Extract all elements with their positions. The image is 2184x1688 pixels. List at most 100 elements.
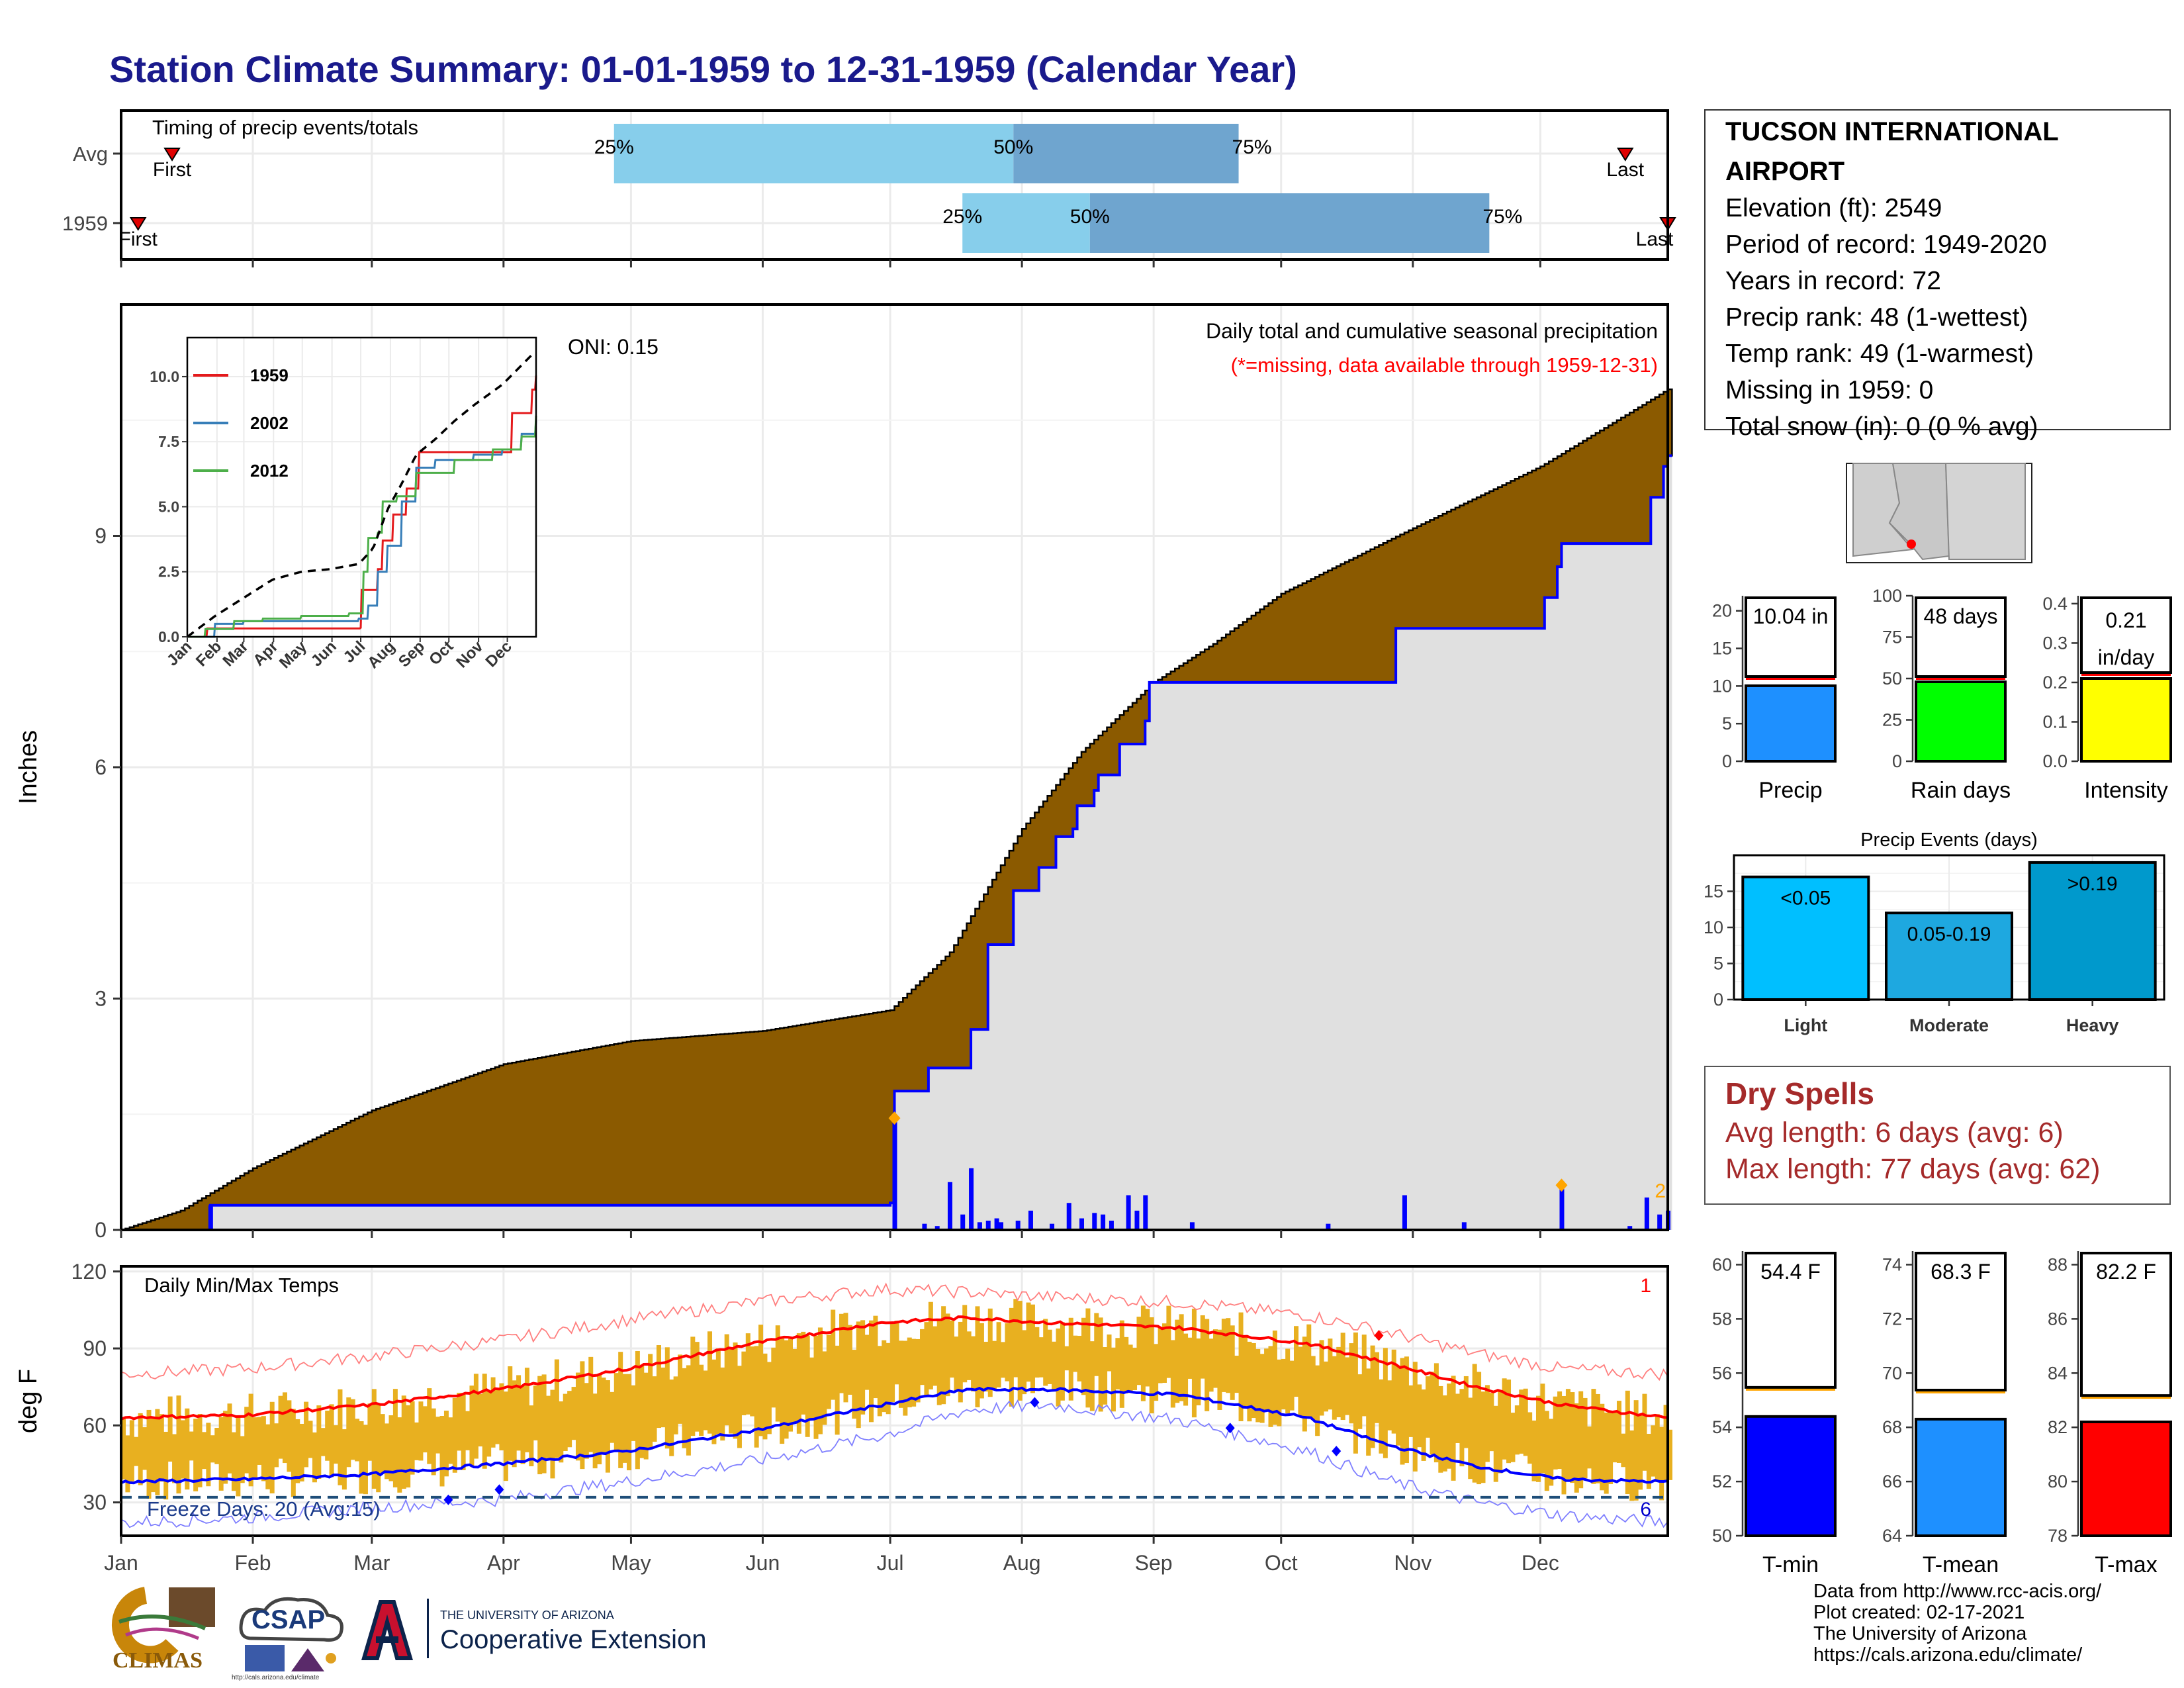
precip-events-category-label: Moderate (1909, 1015, 1989, 1035)
daily-temp-bar (1017, 1301, 1023, 1401)
daily-temp-bar (172, 1434, 177, 1483)
daily-temp-bar (1277, 1359, 1282, 1427)
daily-temp-bar (197, 1414, 203, 1487)
daily-temp-bar (1154, 1344, 1159, 1401)
daily-temp-bar (1540, 1383, 1545, 1474)
daily-temp-bar (1659, 1427, 1664, 1501)
daily-temp-bar (1196, 1338, 1201, 1405)
mini-ytick-label: 0.1 (2042, 712, 2068, 731)
csap-logo-url: http://cals.arizona.edu/climate (232, 1674, 320, 1681)
daily-temp-bar (750, 1346, 755, 1417)
mini-ytick-label: 78 (2048, 1526, 2068, 1546)
daily-temp-bar (1489, 1393, 1494, 1452)
daily-temp-bar (1140, 1305, 1146, 1401)
daily-temp-bar (363, 1425, 368, 1495)
daily-temp-bar (457, 1393, 462, 1451)
month-label: Feb (234, 1551, 271, 1575)
daily-temp-bar (720, 1367, 725, 1441)
timing-label-75: 75% (1482, 206, 1522, 228)
daily-temp-bar (431, 1408, 436, 1476)
daily-temp-bar (1158, 1327, 1163, 1383)
daily-temp-bar (338, 1389, 343, 1485)
daily-temp-bar (1625, 1390, 1630, 1495)
daily-temp-bar (1306, 1324, 1312, 1417)
daily-temp-bar (664, 1347, 670, 1449)
daily-temp-bar (397, 1417, 402, 1493)
avg-max-line (120, 1315, 1668, 1421)
daily-temp-bar (159, 1414, 164, 1482)
daily-temp-bar (193, 1419, 199, 1491)
daily-temp-bar (643, 1372, 649, 1460)
daily-temp-bar (669, 1380, 674, 1456)
daily-precip-bar (1657, 1214, 1662, 1230)
daily-temp-bar (134, 1436, 139, 1466)
daily-precip-bar (1050, 1223, 1055, 1230)
daily-temp-bar (1578, 1391, 1584, 1489)
daily-temp-bar (269, 1401, 275, 1494)
daily-temp-bar (478, 1393, 483, 1447)
mini-value-bar (1915, 1417, 2007, 1538)
daily-temp-bar (966, 1331, 972, 1380)
dry-spells-title: Dry Spells (1725, 1076, 1874, 1111)
mini-category-label: T-mean (1923, 1552, 1999, 1577)
inset-ytick-label: 5.0 (158, 498, 179, 515)
daily-temp-bar (1124, 1336, 1129, 1394)
daily-temp-bar (801, 1331, 806, 1415)
timing-title: Timing of precip events/totals (152, 116, 418, 139)
station-missing: Missing in 1959: 0 (1725, 376, 1934, 404)
mini-value-label: 10.04 in (1753, 604, 1829, 628)
daily-temp-bar (1417, 1384, 1422, 1448)
mini-top-box (1915, 596, 2007, 678)
daily-temp-bar (1234, 1355, 1240, 1393)
temp-ytick-label: 120 (71, 1260, 107, 1284)
daily-temp-bar (1463, 1376, 1469, 1448)
daily-temp-bar (1370, 1345, 1375, 1448)
daily-temp-bar (350, 1399, 355, 1460)
timing-bar-50-75 (1013, 124, 1239, 183)
daily-temp-bar (150, 1417, 156, 1493)
daily-temp-bar (1582, 1397, 1588, 1479)
inset-ytick-label: 10.0 (150, 368, 179, 385)
daily-temp-bar (1064, 1346, 1069, 1371)
temp-title: Daily Min/Max Temps (144, 1274, 339, 1297)
daily-temp-bar (660, 1367, 666, 1428)
avg-min-line (120, 1386, 1668, 1485)
inset-ytick-label: 7.5 (158, 433, 179, 450)
daily-temp-bar (1451, 1376, 1456, 1481)
daily-temp-bar (1404, 1356, 1409, 1464)
daily-temp-bar (1081, 1317, 1086, 1395)
daily-temp-bar (299, 1423, 304, 1481)
daily-temp-bar (469, 1385, 475, 1467)
record-marker (1374, 1330, 1384, 1341)
daily-temp-bar (1655, 1414, 1660, 1482)
daily-temp-bar (1149, 1317, 1154, 1414)
mini-ytick-label: 50 (1712, 1526, 1732, 1546)
daily-temp-bar (1115, 1338, 1120, 1389)
csap-logo: CSAP http://cals.arizona.edu/climate (232, 1592, 347, 1685)
record-marker (1030, 1397, 1040, 1408)
daily-temp-bar (1357, 1374, 1363, 1429)
daily-temp-bar (465, 1411, 471, 1450)
daily-temp-bar (1251, 1342, 1256, 1419)
mini-ytick-label: 58 (1712, 1309, 1732, 1329)
daily-temp-bar (686, 1365, 691, 1456)
temp-ylabel: deg F (15, 1369, 42, 1433)
daily-precip-bar (994, 1218, 999, 1230)
daily-temp-bar (1442, 1395, 1447, 1472)
daily-temp-bar (1038, 1337, 1044, 1378)
temp-ytick-label: 30 (83, 1491, 107, 1515)
daily-temp-bar (486, 1391, 492, 1457)
daily-temp-bar (155, 1409, 160, 1495)
daily-temp-bar (427, 1388, 432, 1464)
mini-value-unit: in/day (2098, 645, 2154, 669)
daily-temp-bar (559, 1401, 564, 1463)
daily-temp-bar (376, 1404, 381, 1493)
daily-temp-bar (1535, 1395, 1541, 1482)
daily-temp-bar (1480, 1391, 1486, 1483)
daily-temp-bar (992, 1340, 997, 1390)
daily-temp-bar (745, 1333, 751, 1415)
daily-temp-bar (240, 1436, 245, 1483)
dry-spells-avg: Avg length: 6 days (avg: 6) (1725, 1117, 2064, 1149)
daily-temp-bar (903, 1340, 908, 1416)
